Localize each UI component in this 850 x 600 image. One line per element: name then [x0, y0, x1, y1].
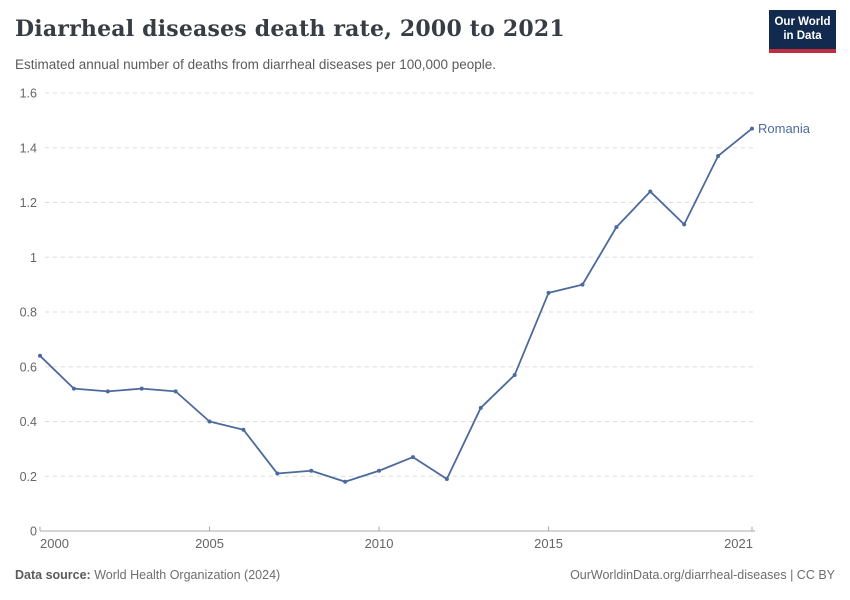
x-axis-tick-label: 2021 [724, 536, 753, 551]
owid-logo[interactable]: Our World in Data [769, 10, 836, 53]
owid-logo-line1: Our World [774, 15, 831, 28]
data-point[interactable] [546, 290, 551, 295]
data-point[interactable] [71, 386, 76, 391]
data-point[interactable] [580, 282, 585, 287]
data-point[interactable] [682, 222, 687, 227]
data-point[interactable] [648, 189, 653, 194]
license-link[interactable]: OurWorldinData.org/diarrheal-diseases | … [570, 568, 835, 582]
data-point[interactable] [716, 153, 721, 158]
data-point[interactable] [478, 405, 483, 410]
data-point[interactable] [275, 471, 280, 476]
y-axis-tick-label: 0.2 [20, 470, 37, 484]
data-source-label: Data source: [15, 568, 91, 582]
data-point[interactable] [241, 427, 246, 432]
data-point[interactable] [512, 372, 517, 377]
data-point[interactable] [614, 225, 619, 230]
chart-footer: Data source: World Health Organization (… [15, 568, 835, 582]
y-axis-tick-label: 1.6 [20, 87, 37, 101]
data-point[interactable] [207, 419, 212, 424]
page-title: Diarrheal diseases death rate, 2000 to 2… [15, 16, 565, 42]
data-point[interactable] [343, 479, 348, 484]
data-point[interactable] [38, 353, 42, 358]
y-axis-tick-label: 1.4 [20, 141, 37, 155]
chart-subtitle: Estimated annual number of deaths from d… [15, 57, 497, 72]
series-line-romania[interactable] [39, 127, 753, 483]
data-point[interactable] [377, 468, 382, 473]
y-axis-tick-label: 0.4 [20, 415, 37, 429]
data-point[interactable] [750, 126, 754, 131]
owid-logo-line2: in Data [783, 29, 822, 42]
y-axis-tick-label: 0 [30, 525, 37, 539]
data-point[interactable] [105, 389, 110, 394]
x-axis-tick-label: 2010 [365, 536, 394, 551]
y-axis-tick-label: 0.8 [20, 306, 37, 320]
data-point[interactable] [410, 455, 415, 460]
series-end-label[interactable]: Romania [758, 121, 811, 136]
x-axis-tick-label: 2015 [534, 536, 563, 551]
x-axis-tick-label: 2000 [40, 536, 69, 551]
data-point[interactable] [139, 386, 144, 391]
data-point[interactable] [173, 389, 178, 394]
y-axis-tick-label: 1.2 [20, 196, 37, 210]
data-source-value: World Health Organization (2024) [90, 568, 281, 582]
x-axis-tick-label: 2005 [195, 536, 224, 551]
data-point[interactable] [444, 476, 449, 481]
data-source-note: Data source: World Health Organization (… [15, 568, 280, 582]
y-axis-tick-label: 0.6 [20, 360, 37, 374]
data-point[interactable] [309, 468, 314, 473]
y-axis-tick-label: 1 [30, 251, 37, 265]
